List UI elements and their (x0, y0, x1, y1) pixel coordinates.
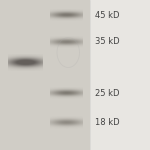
Text: 45 kD: 45 kD (95, 11, 120, 20)
Text: 25 kD: 25 kD (95, 88, 120, 98)
Bar (0, 0, 90, 150)
Text: 35 kD: 35 kD (95, 38, 120, 46)
Text: 18 kD: 18 kD (95, 118, 120, 127)
